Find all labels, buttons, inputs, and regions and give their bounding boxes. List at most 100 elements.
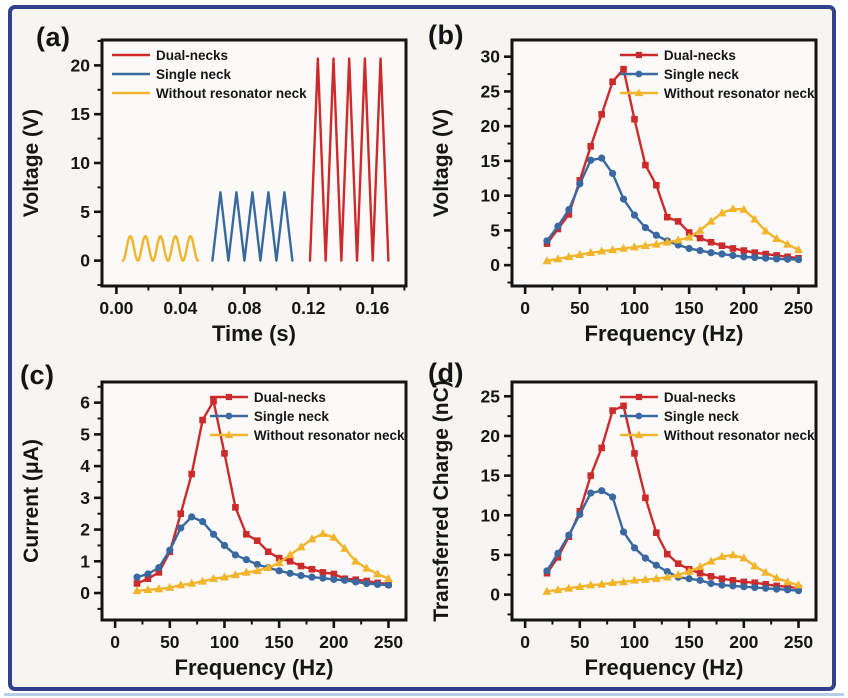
data-point-square [155, 569, 163, 576]
data-point-triangle [608, 245, 618, 254]
y-tick-label: 5 [80, 202, 90, 222]
data-point-triangle [673, 235, 683, 244]
data-point-circle [373, 580, 382, 589]
data-point-square [221, 450, 228, 457]
data-point-triangle [176, 580, 186, 589]
data-point-circle [696, 246, 704, 255]
axes-frame [510, 380, 818, 622]
data-point-triangle [695, 562, 705, 571]
data-point-triangle [542, 586, 552, 595]
panel-d: (d) 0 50 100 150 200 250 0 5 10 15 20 25 Frequency (… [424, 352, 834, 686]
data-point-triangle [761, 567, 771, 576]
data-point-circle [587, 156, 595, 164]
data-point-triangle [717, 551, 727, 560]
y-axis-label: Voltage (V) [430, 109, 453, 217]
data-point-circle [783, 586, 792, 594]
data-point-triangle [597, 579, 607, 588]
y-tick-label: 4 [80, 456, 90, 476]
data-point-circle [794, 255, 803, 264]
data-point-square [598, 444, 605, 452]
data-point-triangle [750, 561, 760, 570]
data-point-circle [133, 573, 141, 581]
data-point-square [718, 575, 726, 583]
data-point-square [631, 115, 638, 123]
panel-b: (b) 0 50 100 150 200 250 0 5 10 15 20 25 30 Frequency… [424, 10, 834, 352]
series-line-red [308, 57, 390, 262]
data-point-circle [587, 489, 595, 497]
data-point-triangle [695, 225, 705, 234]
data-point-square [275, 554, 283, 562]
data-point-triangle [586, 247, 596, 256]
x-axis-label: Frequency (Hz) [585, 321, 744, 346]
data-point-triangle [209, 574, 219, 583]
data-point-square [642, 494, 649, 502]
y-tick-label: 0 [490, 585, 500, 605]
data-point-triangle [662, 237, 672, 246]
data-point-triangle [783, 577, 793, 586]
data-point-circle [144, 570, 152, 578]
data-point-triangle [553, 585, 563, 594]
data-point-triangle [662, 572, 672, 581]
data-point-triangle [673, 570, 683, 579]
legend-marker-circle [225, 412, 233, 420]
data-point-circle [740, 253, 748, 261]
data-point-triangle [608, 578, 618, 587]
data-point-circle [155, 564, 163, 572]
data-point-circle [543, 567, 551, 575]
x-tick-label: 100 [210, 632, 239, 652]
data-point-square [729, 245, 737, 252]
x-tick-label: 200 [319, 632, 348, 652]
data-point-circle [177, 524, 185, 532]
x-tick-label: 0 [520, 298, 530, 318]
data-point-circle [783, 255, 792, 263]
data-point-triangle [187, 578, 197, 587]
data-point-triangle [772, 234, 782, 243]
data-point-circle [707, 579, 715, 588]
data-point-circle [696, 576, 704, 584]
data-point-triangle [564, 252, 574, 261]
data-point-triangle [132, 586, 142, 595]
data-point-square [762, 581, 769, 588]
data-point-circle [554, 549, 562, 557]
data-point-circle [751, 253, 759, 262]
data-point-square [707, 238, 715, 246]
data-point-square [718, 242, 726, 249]
y-tick-label: 6 [80, 393, 90, 413]
x-tick-label: 150 [265, 632, 294, 652]
y-axis-label: Current (μA) [20, 439, 43, 563]
data-point-circle [729, 582, 737, 590]
data-point-circle [652, 231, 660, 239]
data-point-circle [707, 249, 715, 257]
y-tick-label: 3 [80, 488, 90, 508]
data-point-triangle [542, 256, 552, 265]
data-point-circle [166, 546, 174, 554]
data-point-circle [609, 169, 617, 178]
legend-marker-square [635, 393, 643, 401]
data-point-circle [231, 551, 240, 559]
data-point-circle [630, 544, 639, 552]
legend-label: Without resonator neck [664, 428, 815, 443]
x-tick-label: 200 [729, 632, 758, 652]
data-point-triangle [728, 550, 738, 559]
legend-label: Without resonator neck [156, 86, 307, 101]
legend-label: Without resonator neck [254, 428, 405, 443]
data-point-triangle [384, 574, 394, 583]
data-point-triangle [597, 246, 607, 255]
data-point-square [762, 250, 769, 258]
y-tick-label: 15 [481, 151, 501, 171]
data-point-square [696, 234, 704, 242]
y-tick-label: 2 [80, 520, 90, 540]
y-tick-label: 0 [490, 255, 500, 275]
data-point-triangle [629, 242, 639, 251]
data-point-square [674, 560, 682, 567]
data-point-square [740, 578, 748, 586]
data-point-circle [619, 195, 628, 203]
data-point-square [199, 416, 206, 424]
legend-label: Without resonator neck [664, 86, 815, 101]
y-tick-label: 25 [481, 81, 501, 101]
data-point-triangle [706, 216, 716, 225]
data-point-circle [685, 244, 693, 253]
data-point-circle [609, 493, 617, 501]
x-tick-label: 0.16 [355, 298, 389, 318]
data-point-square [620, 65, 627, 73]
